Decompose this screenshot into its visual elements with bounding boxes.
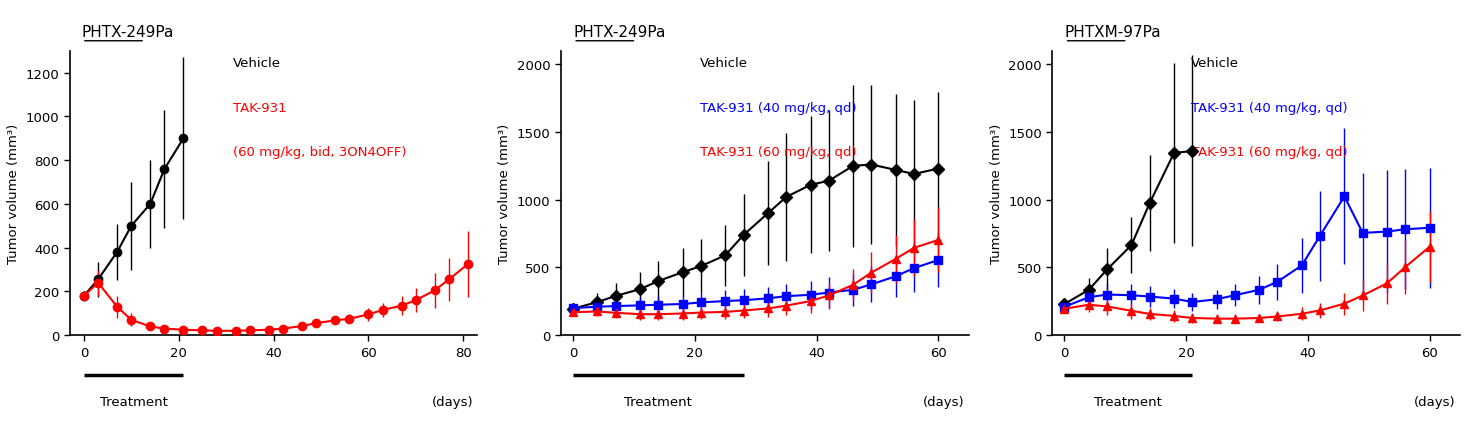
Text: TAK-931 (60 mg/kg, qd): TAK-931 (60 mg/kg, qd) — [1191, 145, 1348, 158]
Text: TAK-931 (40 mg/kg, qd): TAK-931 (40 mg/kg, qd) — [1191, 101, 1348, 114]
Y-axis label: Tumor volume (mm³): Tumor volume (mm³) — [7, 123, 21, 264]
Text: TAK-931 (60 mg/kg, qd): TAK-931 (60 mg/kg, qd) — [700, 145, 857, 158]
Text: Vehicle: Vehicle — [700, 57, 748, 70]
Y-axis label: Tumor volume (mm³): Tumor volume (mm³) — [990, 123, 1002, 264]
Text: (60 mg/kg, bid, 3ON4OFF): (60 mg/kg, bid, 3ON4OFF) — [233, 145, 406, 158]
Text: (days): (days) — [1414, 395, 1455, 408]
Text: Vehicle: Vehicle — [233, 57, 280, 70]
Text: TAK-931 (40 mg/kg, qd): TAK-931 (40 mg/kg, qd) — [700, 101, 857, 114]
Text: PHTX-249Pa: PHTX-249Pa — [82, 25, 175, 40]
Text: TAK-931: TAK-931 — [233, 101, 286, 114]
Text: (days): (days) — [923, 395, 965, 408]
Text: Treatment: Treatment — [625, 395, 692, 408]
Text: Treatment: Treatment — [100, 395, 167, 408]
Text: PHTX-249Pa: PHTX-249Pa — [574, 25, 666, 40]
Text: Vehicle: Vehicle — [1191, 57, 1240, 70]
Text: PHTXM-97Pa: PHTXM-97Pa — [1065, 25, 1162, 40]
Text: Treatment: Treatment — [1094, 395, 1162, 408]
Text: (days): (days) — [431, 395, 474, 408]
Y-axis label: Tumor volume (mm³): Tumor volume (mm³) — [499, 123, 512, 264]
